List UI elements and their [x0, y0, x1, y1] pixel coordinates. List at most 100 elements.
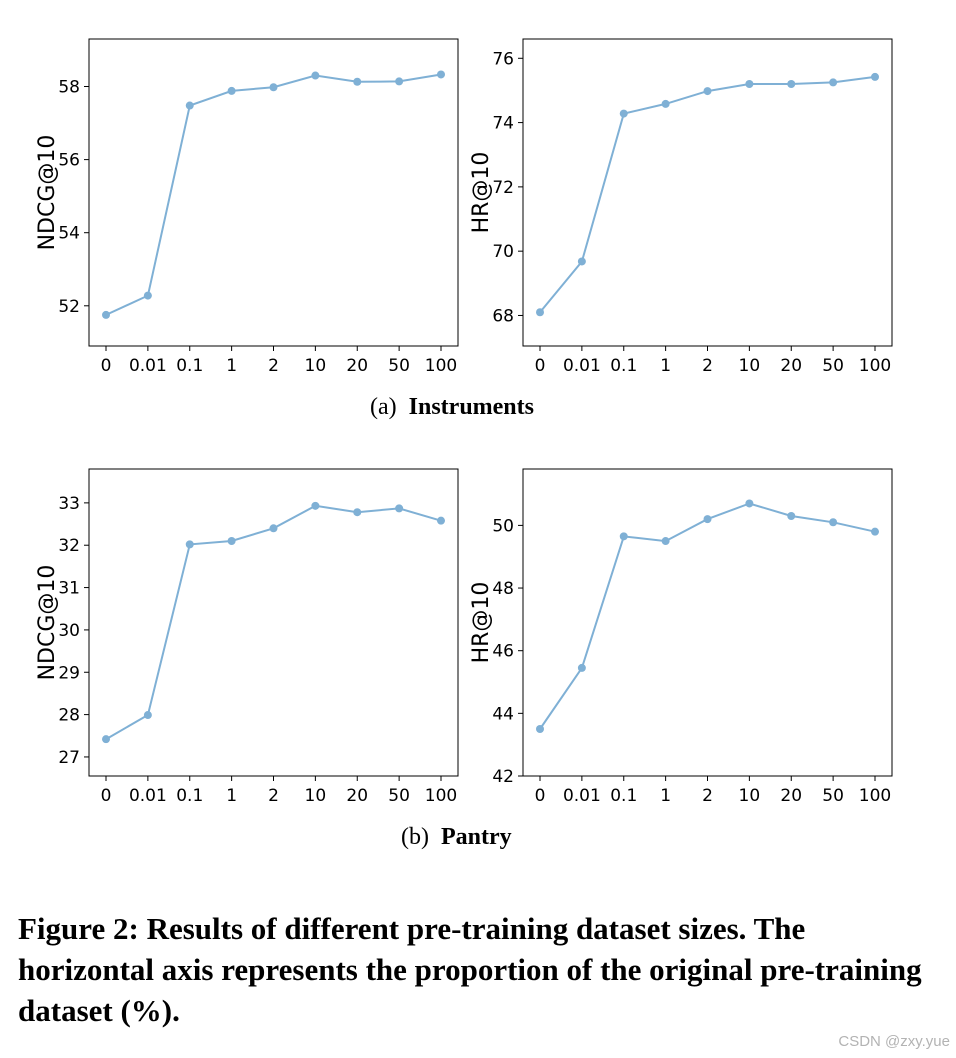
chart-pantry-hr: 0 0.01 0.1 1 2 10 20 50 100 42 44 46 48 50 HR@10: [469, 468, 893, 806]
x-tick-label: 2: [702, 356, 713, 376]
series-line: [105, 504, 442, 741]
x-tick-label: 0.1: [610, 786, 637, 806]
y-tick-label: 70: [492, 242, 514, 262]
data-point: [353, 508, 362, 517]
x-tick-label: 50: [822, 356, 844, 376]
data-point: [185, 101, 194, 110]
chart-instruments-ndcg: 0 0.01 0.1 1 2 10 20 50 100 52 54 56 58 NDCG@10: [35, 38, 459, 376]
x-tick-label: 2: [702, 786, 713, 806]
y-tick-label: 42: [492, 767, 514, 787]
data-point: [577, 663, 586, 672]
plot-frame: [88, 468, 459, 777]
x-tick-label: 0.01: [129, 356, 167, 376]
data-point: [269, 524, 278, 533]
data-point: [745, 499, 754, 508]
plot-frame: [522, 468, 893, 777]
data-point: [829, 78, 838, 87]
x-tick-label: 10: [305, 356, 327, 376]
data-point: [102, 310, 110, 319]
subcaption-b-label: (b): [401, 824, 429, 850]
y-tick-label: 52: [58, 297, 80, 317]
chart-pantry-ndcg: 0 0.01 0.1 1 2 10 20 50 100 27 28 29 30 31 32 33 NDCG@10: [35, 468, 459, 806]
data-point: [619, 109, 628, 118]
y-tick-label: 76: [492, 49, 514, 69]
data-point: [703, 515, 712, 524]
data-point: [536, 725, 544, 734]
data-point: [661, 537, 670, 546]
data-point: [661, 99, 670, 108]
y-axis-label: HR@10: [469, 152, 494, 234]
x-tick-label: 20: [346, 786, 368, 806]
y-tick-label: 27: [58, 748, 80, 768]
x-tick-label: 2: [268, 356, 279, 376]
data-point: [395, 504, 404, 513]
x-tick-label: 0.1: [176, 786, 203, 806]
x-tick-label: 1: [660, 786, 671, 806]
y-tick-label: 54: [58, 224, 80, 244]
x-tick-label: 50: [388, 786, 410, 806]
x-tick-label: 100: [859, 786, 891, 806]
x-tick-label: 1: [226, 786, 237, 806]
y-tick-label: 46: [492, 642, 514, 662]
data-point: [143, 291, 152, 300]
data-point: [703, 87, 712, 96]
x-tick-label: 0: [535, 786, 546, 806]
y-tick-label: 74: [492, 114, 514, 134]
data-point: [185, 540, 194, 549]
subcaption-a-name: Instruments: [408, 394, 534, 420]
y-tick-label: 68: [492, 306, 514, 326]
data-point: [143, 711, 152, 720]
y-tick-label: 33: [58, 494, 80, 514]
x-tick-label: 2: [268, 786, 279, 806]
y-tick-label: 56: [58, 151, 80, 171]
series-line: [105, 73, 442, 316]
x-tick-label: 0: [535, 356, 546, 376]
data-point: [269, 83, 278, 92]
data-point: [437, 516, 445, 525]
x-tick-label: 0.1: [176, 356, 203, 376]
data-point: [871, 527, 879, 536]
series-line: [539, 502, 876, 730]
y-tick-label: 58: [58, 78, 80, 98]
x-tick-label: 50: [388, 356, 410, 376]
data-point: [829, 518, 838, 527]
data-point: [227, 86, 236, 95]
data-point: [871, 72, 879, 81]
y-axis-label: NDCG@10: [35, 565, 60, 681]
data-point: [577, 257, 586, 266]
y-tick-label: 31: [58, 579, 80, 599]
x-tick-label: 1: [660, 356, 671, 376]
subcaption-a-label: (a): [370, 394, 397, 420]
x-tick-label: 20: [780, 786, 802, 806]
x-tick-label: 10: [305, 786, 327, 806]
y-axis-label: NDCG@10: [35, 135, 60, 251]
y-tick-label: 28: [58, 706, 80, 726]
x-tick-label: 100: [425, 786, 457, 806]
x-tick-label: 0: [101, 356, 112, 376]
x-tick-label: 100: [425, 356, 457, 376]
chart-instruments-hr: 0 0.01 0.1 1 2 10 20 50 100 68 70 72 74 76 HR@10: [469, 38, 893, 376]
y-tick-label: 44: [492, 704, 514, 724]
plot-frame: [522, 38, 893, 347]
data-point: [787, 80, 796, 89]
y-tick-label: 50: [492, 516, 514, 536]
x-tick-label: 10: [739, 786, 761, 806]
x-tick-label: 20: [346, 356, 368, 376]
y-tick-label: 29: [58, 663, 80, 683]
subcaption-a: (a) Instruments: [370, 394, 534, 421]
data-point: [311, 71, 320, 80]
y-tick-label: 30: [58, 621, 80, 641]
data-point: [745, 80, 754, 89]
subcaption-b: (b) Pantry: [401, 824, 512, 851]
watermark: CSDN @zxy.yue: [838, 1033, 950, 1050]
x-tick-label: 0.1: [610, 356, 637, 376]
data-point: [227, 536, 236, 545]
data-point: [353, 77, 362, 86]
x-tick-label: 0.01: [129, 786, 167, 806]
y-tick-label: 48: [492, 579, 514, 599]
x-tick-label: 1: [226, 356, 237, 376]
y-tick-label: 32: [58, 536, 80, 556]
data-point: [536, 308, 544, 317]
data-point: [619, 532, 628, 541]
